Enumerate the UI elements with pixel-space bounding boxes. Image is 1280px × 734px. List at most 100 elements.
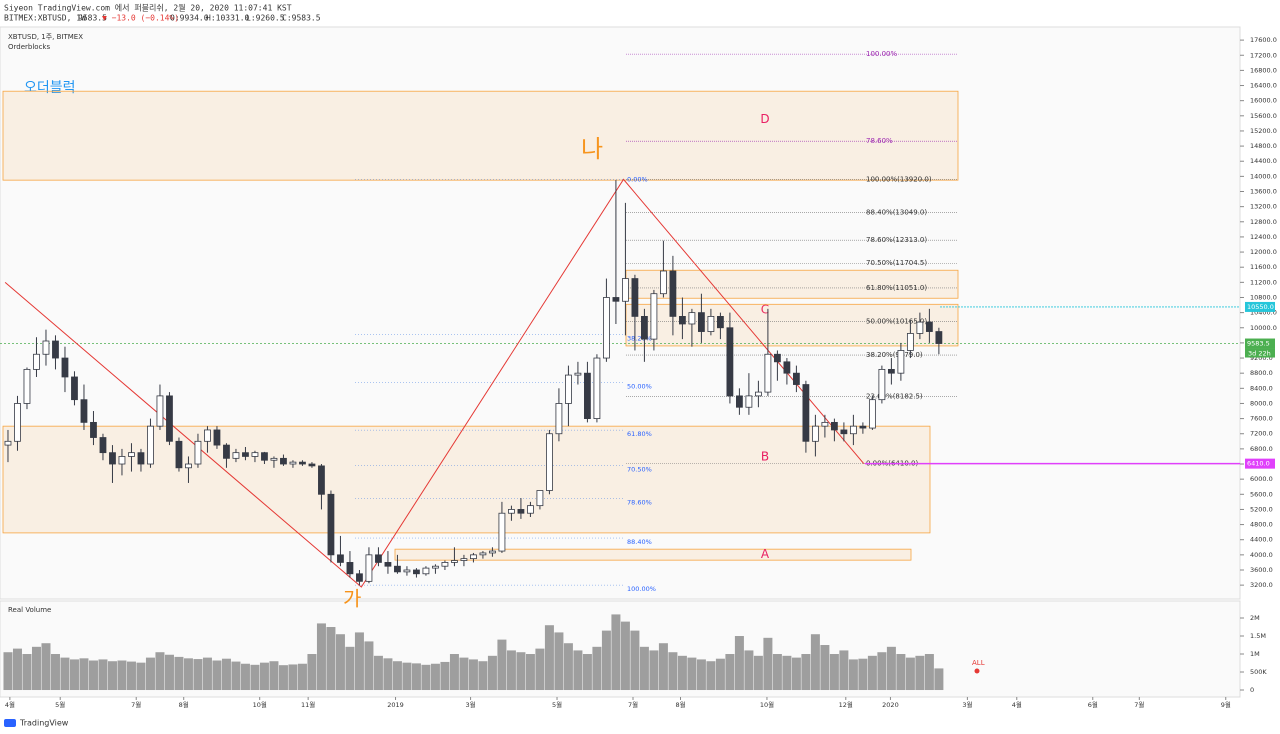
volume-bar [117, 660, 127, 691]
fib-label: 100.00% [866, 50, 897, 58]
y-tick-label: 11200.0 [1250, 278, 1277, 286]
y-tick-label: 8400.0 [1250, 384, 1273, 392]
change: ▼ −13.0 (−0.14%) [102, 14, 179, 23]
candle-body [906, 333, 914, 351]
pane-title: XBTUSD, 1주, BITMEX [8, 33, 83, 41]
candle-body [394, 565, 401, 573]
volume-bar [383, 658, 393, 691]
candle-body [204, 429, 211, 442]
volume-bar [41, 643, 51, 691]
candle-body [660, 270, 667, 295]
fib-label: 100.00% [627, 585, 656, 593]
volume-bar [791, 657, 801, 691]
volume-bar [345, 646, 355, 691]
volume-title: Real Volume [8, 606, 51, 614]
volume-bar [221, 658, 231, 691]
candle-body [318, 465, 325, 495]
volume-bar [592, 646, 602, 691]
open: O:9934.0 [170, 14, 209, 23]
candle-body [555, 403, 563, 435]
y-tick-label: 15200.0 [1250, 127, 1277, 135]
candle-body [925, 321, 933, 332]
orderblock-zone [394, 548, 912, 561]
price-badge-label: 9583.5 [1247, 340, 1270, 348]
volume-bar [31, 646, 41, 691]
volume-bar [706, 661, 716, 691]
high: H:10331.0 [206, 14, 250, 23]
volume-bar [288, 664, 298, 691]
volume-bar [392, 661, 402, 691]
volume-bar [326, 627, 336, 691]
x-tick-label: 8월 [675, 700, 685, 709]
zone-label: B [761, 450, 769, 464]
candle-body [299, 461, 306, 465]
candle-body [422, 567, 430, 575]
x-tick-label: 11월 [301, 700, 315, 709]
candle-body [679, 316, 686, 325]
volume-bar [848, 659, 858, 691]
wave-label: 가 [343, 587, 361, 611]
y-tick-label: 12400.0 [1250, 233, 1277, 241]
price-badge [1245, 301, 1275, 312]
indicator-name: Orderblocks [8, 43, 50, 51]
candle-body [641, 316, 648, 340]
fib-label: 50.00% [627, 382, 652, 390]
candle-body [33, 353, 40, 370]
volume-bar [373, 655, 383, 691]
volume-bar [582, 654, 592, 691]
candle-body [698, 312, 705, 332]
volume-legend: ALL [972, 659, 985, 667]
volume-bar [69, 659, 79, 691]
candle-body [755, 391, 762, 397]
volume-bar [487, 655, 497, 691]
volume-bar [696, 659, 706, 691]
volume-bar [440, 661, 450, 691]
candle-body [156, 395, 164, 427]
volume-bar [915, 655, 925, 691]
y-tick-label: 7600.0 [1250, 415, 1273, 423]
zone-label: D [760, 112, 769, 126]
candle-body [726, 327, 734, 397]
fib-label: 88.40% [627, 538, 652, 546]
volume-bar [658, 643, 668, 691]
y-tick-label: 6800.0 [1250, 445, 1273, 453]
volume-bar [411, 663, 421, 691]
x-tick-label: 2020 [882, 701, 899, 709]
y-tick-label: 8800.0 [1250, 369, 1273, 377]
volume-bar [421, 664, 431, 691]
candle-body [783, 361, 791, 374]
orderblock-zone [2, 90, 959, 181]
volume-tick-label: 1M [1250, 650, 1260, 658]
y-tick-label: 11600.0 [1250, 263, 1277, 271]
x-tick-label: 4월 [5, 700, 15, 709]
candle-body [707, 316, 715, 332]
candle-body [185, 463, 192, 469]
candle-body [109, 452, 116, 465]
candle-body [764, 353, 772, 393]
candle-body [14, 403, 21, 442]
candle-body [375, 554, 382, 563]
volume-bar [573, 650, 583, 691]
volume-bar [810, 634, 820, 691]
candle-body [830, 421, 838, 431]
volume-bar [535, 648, 545, 691]
volume-bar [820, 645, 830, 691]
volume-bar [12, 648, 22, 691]
orderblock-label: 오더블럭 [24, 80, 76, 96]
price-badge-label: 6410.0 [1247, 460, 1270, 468]
y-tick-label: 7200.0 [1250, 430, 1273, 438]
y-tick-label: 13600.0 [1250, 188, 1277, 196]
volume-bar [886, 646, 896, 691]
fib-label: 38.20% [627, 334, 652, 342]
volume-bar [867, 655, 877, 691]
candle-body [289, 461, 297, 465]
volume-bar [858, 658, 868, 691]
candle-body [451, 560, 458, 563]
candle-body [337, 554, 344, 563]
y-tick-label: 5600.0 [1250, 490, 1273, 498]
countdown-badge [1245, 348, 1275, 358]
fib-label: 0.00% [627, 175, 648, 183]
close: C:9583.5 [282, 14, 321, 23]
orderblock-zone [2, 425, 931, 534]
y-tick-label: 3600.0 [1250, 566, 1273, 574]
